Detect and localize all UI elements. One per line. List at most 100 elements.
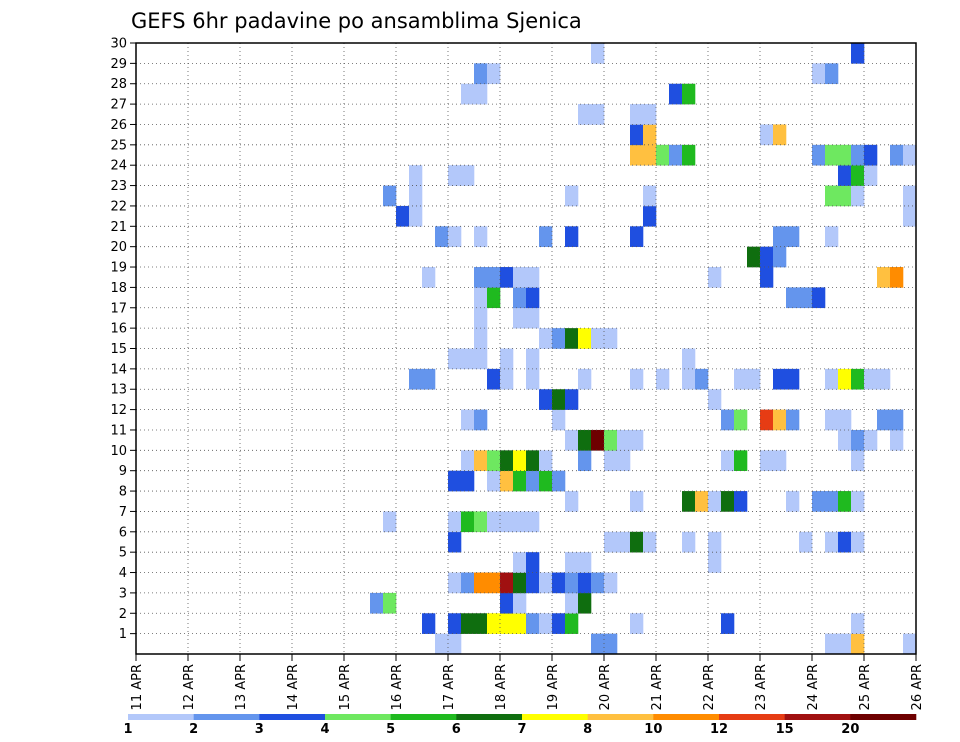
legend-label: 10 bbox=[644, 722, 662, 737]
precip-cell bbox=[370, 592, 384, 614]
x-axis: 11 APR 12 APR 13 APR 14 APR 15 APR 16 APR 17 A… bbox=[130, 654, 925, 710]
precip-cell bbox=[409, 165, 423, 186]
precip-cell bbox=[578, 104, 592, 125]
precip-cell bbox=[838, 531, 852, 553]
precip-cell bbox=[786, 368, 800, 390]
precip-cell bbox=[838, 429, 852, 451]
precip-cell bbox=[838, 633, 852, 655]
precip-cell bbox=[630, 226, 644, 247]
precip-cell bbox=[513, 287, 527, 309]
precip-cell bbox=[487, 572, 501, 594]
precip-cell bbox=[474, 348, 488, 370]
precip-cell bbox=[604, 633, 618, 655]
y-tick-label: 26 bbox=[110, 118, 127, 133]
precip-cell bbox=[461, 470, 475, 492]
precip-cell bbox=[851, 531, 865, 553]
precip-cell bbox=[799, 287, 813, 309]
precip-cell bbox=[513, 613, 527, 634]
precip-cell bbox=[578, 429, 592, 451]
precip-cell bbox=[487, 511, 501, 533]
precip-cell bbox=[487, 470, 501, 492]
precip-cell bbox=[591, 43, 605, 64]
legend-label: 6 bbox=[452, 722, 461, 737]
y-tick-label: 9 bbox=[119, 464, 127, 479]
precip-cell bbox=[578, 572, 592, 594]
precip-cell bbox=[825, 144, 839, 166]
precip-cell bbox=[552, 470, 566, 492]
precip-cell bbox=[500, 511, 514, 533]
precip-cell bbox=[630, 613, 644, 634]
precip-cell bbox=[474, 83, 488, 105]
precip-cell bbox=[474, 511, 488, 533]
precip-cell bbox=[526, 287, 540, 309]
precip-cell bbox=[487, 267, 501, 288]
precip-cell bbox=[695, 491, 709, 512]
precip-cell bbox=[838, 185, 852, 207]
legend-swatch bbox=[719, 714, 785, 720]
precip-cell bbox=[526, 470, 540, 492]
precip-cell bbox=[734, 491, 748, 512]
precip-cell bbox=[851, 144, 865, 166]
precip-cell bbox=[630, 368, 644, 390]
precip-cell bbox=[760, 450, 774, 471]
precip-cell bbox=[604, 450, 618, 471]
precip-cell bbox=[643, 124, 657, 146]
precip-cell bbox=[565, 552, 579, 573]
precip-cell bbox=[604, 572, 618, 594]
precip-cell bbox=[448, 613, 462, 634]
precip-cell bbox=[487, 368, 501, 390]
y-tick-label: 23 bbox=[110, 179, 127, 194]
precip-cell bbox=[773, 246, 787, 268]
precip-cell bbox=[890, 267, 904, 288]
precip-cell bbox=[864, 144, 878, 166]
precip-cell bbox=[734, 409, 748, 431]
precip-cell bbox=[825, 185, 839, 207]
precip-cell bbox=[708, 531, 722, 553]
y-tick-label: 11 bbox=[110, 423, 127, 438]
precip-cell bbox=[773, 450, 787, 471]
y-tick-label: 1 bbox=[119, 627, 127, 642]
precip-cell bbox=[747, 246, 761, 268]
y-tick-label: 29 bbox=[110, 57, 127, 72]
legend-label: 20 bbox=[841, 722, 859, 737]
legend-swatch bbox=[522, 714, 588, 720]
chart-title: GEFS 6hr padavine po ansamblima Sjenica bbox=[131, 9, 582, 33]
x-tick-label: 23 APR bbox=[754, 664, 769, 710]
precip-cell bbox=[773, 368, 787, 390]
precip-cell bbox=[552, 328, 566, 349]
precip-cell bbox=[851, 165, 865, 186]
precip-cell bbox=[630, 429, 644, 451]
precip-cell bbox=[474, 450, 488, 471]
y-tick-label: 12 bbox=[110, 403, 127, 418]
precip-cell bbox=[565, 389, 579, 410]
x-tick-label: 14 APR bbox=[286, 664, 301, 710]
y-tick-label: 20 bbox=[110, 240, 127, 255]
precip-cell bbox=[513, 552, 527, 573]
y-tick-label: 8 bbox=[119, 485, 127, 500]
precip-cell bbox=[734, 368, 748, 390]
precip-cell bbox=[383, 511, 397, 533]
precip-cell bbox=[591, 572, 605, 594]
precip-cell bbox=[526, 307, 540, 329]
precip-cell bbox=[578, 368, 592, 390]
precip-cell bbox=[409, 368, 423, 390]
legend-swatch bbox=[587, 714, 654, 720]
precip-cell bbox=[539, 450, 553, 471]
x-tick-label: 16 APR bbox=[390, 664, 405, 710]
precip-cell bbox=[617, 450, 631, 471]
precip-cell bbox=[825, 531, 839, 553]
precip-cell bbox=[500, 470, 514, 492]
precip-cell bbox=[591, 328, 605, 349]
y-tick-label: 7 bbox=[119, 505, 127, 520]
precip-cell bbox=[513, 307, 527, 329]
precip-cell bbox=[526, 552, 540, 573]
y-tick-label: 28 bbox=[110, 77, 127, 92]
precip-cell bbox=[422, 267, 436, 288]
precip-cell bbox=[760, 246, 774, 268]
precip-cell bbox=[721, 491, 735, 512]
precip-cell bbox=[838, 368, 852, 390]
precip-cell bbox=[500, 348, 514, 370]
precip-cell bbox=[786, 226, 800, 247]
precip-cell bbox=[825, 633, 839, 655]
precip-cell bbox=[565, 226, 579, 247]
